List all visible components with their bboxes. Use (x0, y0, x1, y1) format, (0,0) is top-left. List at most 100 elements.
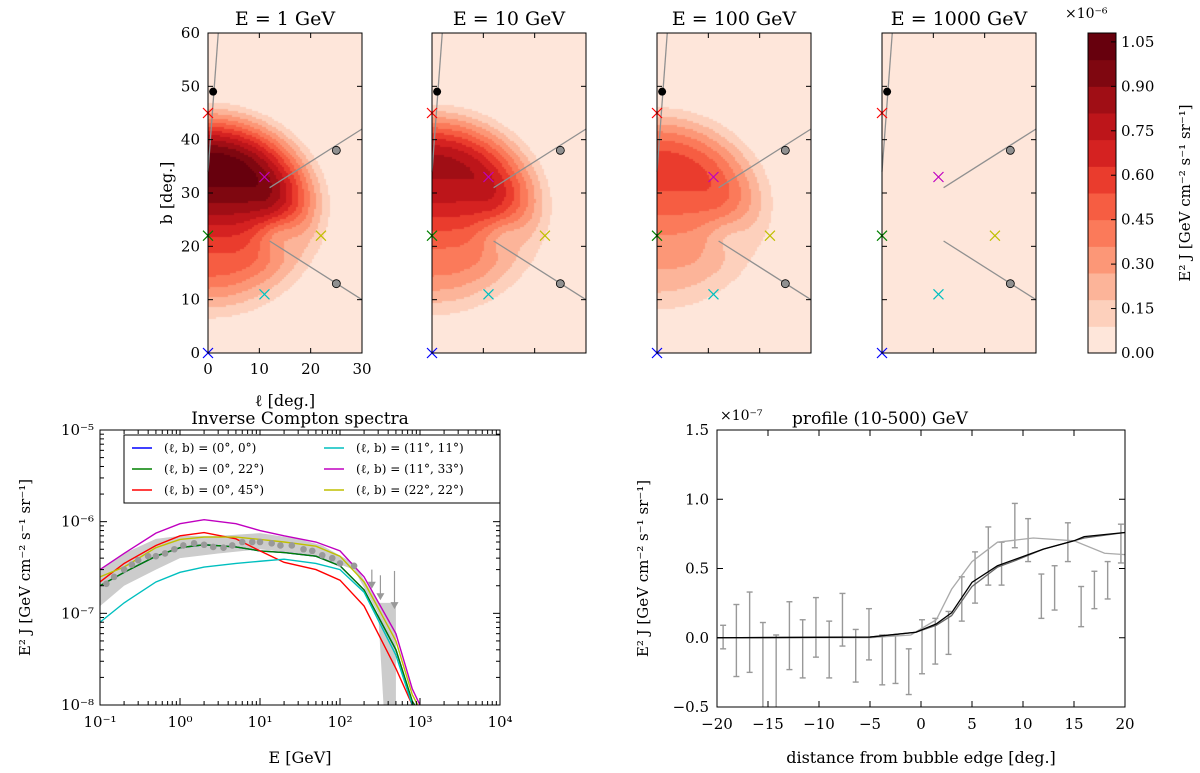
data-point (256, 538, 264, 546)
upper-limit-marker (376, 593, 385, 601)
y-tick-label: 0.0 (685, 629, 709, 647)
circle-marker (780, 145, 790, 155)
series-line-5 (100, 519, 421, 705)
colorbar-tick-label: 0.00 (1121, 344, 1154, 362)
data-point (190, 540, 198, 547)
x-tick-label: −15 (752, 715, 784, 733)
circle-marker (331, 145, 341, 155)
colorbar: 0.00 0.15 0.30 0.45 0.60 0.75 0.90 1.05 ×10⁻⁶ E² … (1065, 6, 1194, 362)
cross-marker (933, 171, 944, 183)
spectra-plot-area (100, 519, 421, 705)
data-point (248, 538, 256, 546)
error-bar (733, 603, 740, 678)
panel-title: E = 10 GeV (453, 8, 566, 30)
circle-marker (555, 279, 565, 289)
data-point (161, 550, 169, 557)
data-point (200, 541, 208, 549)
guide-line (881, 32, 893, 172)
x-tick-label: 5 (967, 715, 977, 733)
circle-marker (331, 279, 341, 289)
error-bar (945, 610, 952, 656)
x-tick-label: 20 (1115, 715, 1134, 733)
cross-marker (764, 230, 776, 242)
x-tick-label: 10⁰ (167, 713, 192, 731)
colorbar-band (1088, 166, 1116, 194)
guide-line (943, 128, 1037, 189)
data-point (152, 552, 160, 560)
x-tick-label: 10 (250, 360, 269, 378)
guide-line (943, 240, 1037, 301)
error-bar (905, 648, 912, 696)
x-tick-label: 20 (301, 360, 320, 378)
y-axis-label: E² J [GeV cm⁻² s⁻¹ sr⁻¹] (16, 479, 34, 656)
colorbar-label: E² J [GeV cm⁻² s⁻¹ sr⁻¹] (1176, 104, 1194, 281)
y-tick-label: 10⁻⁵ (61, 421, 94, 439)
y-tick-label: 50 (181, 77, 200, 95)
cross-marker (933, 288, 944, 300)
guide-line (493, 128, 587, 189)
colorbar-tick-label: 1.05 (1121, 33, 1154, 51)
y-tick-label: 30 (181, 184, 200, 202)
cross-marker (483, 288, 494, 300)
panel-frame (656, 32, 812, 354)
error-bar (826, 620, 833, 679)
data-point (328, 554, 336, 562)
colorbar-band (1088, 59, 1116, 87)
colorbar-tick-label: 0.90 (1121, 77, 1154, 95)
y-tick-label: 10⁻⁸ (61, 696, 94, 714)
x-tick-label: −10 (803, 715, 835, 733)
colorbar-tick-label: 0.15 (1121, 300, 1154, 318)
legend-box (123, 434, 501, 504)
x-axis-label: E [GeV] (268, 748, 331, 767)
profile-line-2 (717, 531, 1125, 639)
error-bar (1091, 570, 1098, 610)
colorbar-band (1088, 299, 1116, 327)
data-point (268, 540, 275, 547)
x-tick-label: 30 (352, 360, 371, 378)
guide-line (718, 128, 812, 189)
x-tick-label: 0 (203, 360, 213, 378)
guide-line (718, 240, 812, 301)
y-tick-label: 60 (181, 24, 200, 42)
data-point (171, 545, 178, 553)
legend-label: (ℓ, b) = (0°, 22°) (164, 462, 264, 476)
spectra-chart: 10⁻¹ 10⁰ 10¹ 10² 10³ 10⁴ 10⁻⁸ 10⁻⁷ 10⁻⁶ 10⁻⁵ Inver… (16, 409, 513, 767)
cross-marker (259, 288, 270, 300)
error-bar (985, 526, 992, 586)
error-bar (958, 576, 965, 622)
guide-line (431, 32, 443, 172)
x-tick-label: 10¹ (247, 713, 272, 731)
colorbar-band (1088, 86, 1116, 114)
dot-marker (883, 87, 892, 96)
x-tick-label: −5 (859, 715, 881, 733)
y-axis-label: E² J [GeV cm⁻² s⁻¹ sr⁻¹] (634, 480, 652, 657)
colorbar-tick-label: 0.30 (1121, 255, 1154, 273)
legend-label: (ℓ, b) = (11°, 33°) (356, 462, 464, 476)
guide-line (269, 128, 363, 189)
colorbar-band (1088, 219, 1116, 247)
y-tick-label: 20 (181, 237, 200, 255)
data-point (350, 562, 358, 570)
error-bar (1011, 502, 1018, 549)
guide-line (207, 32, 219, 172)
data-point (238, 538, 246, 546)
error-bar (1104, 560, 1111, 600)
colorbar-band (1088, 139, 1116, 167)
error-bar (972, 551, 979, 604)
colorbar-frame (1087, 32, 1117, 354)
dot-marker (209, 87, 218, 96)
error-bar (786, 601, 793, 671)
colorbar-band (1088, 246, 1116, 274)
heatmap-panel-2: E = 10 GeV (426, 8, 587, 359)
circle-marker (780, 279, 790, 289)
error-bar (1117, 523, 1124, 564)
y-tick-label: 0.5 (685, 560, 709, 578)
y-tick-label: −0.5 (673, 698, 709, 716)
y-tick-label: 1.5 (685, 421, 709, 439)
profile-line-3 (717, 531, 1125, 639)
error-bar (1038, 573, 1045, 620)
data-point (209, 543, 217, 551)
data-point (128, 561, 136, 568)
error-bar (1078, 585, 1085, 628)
